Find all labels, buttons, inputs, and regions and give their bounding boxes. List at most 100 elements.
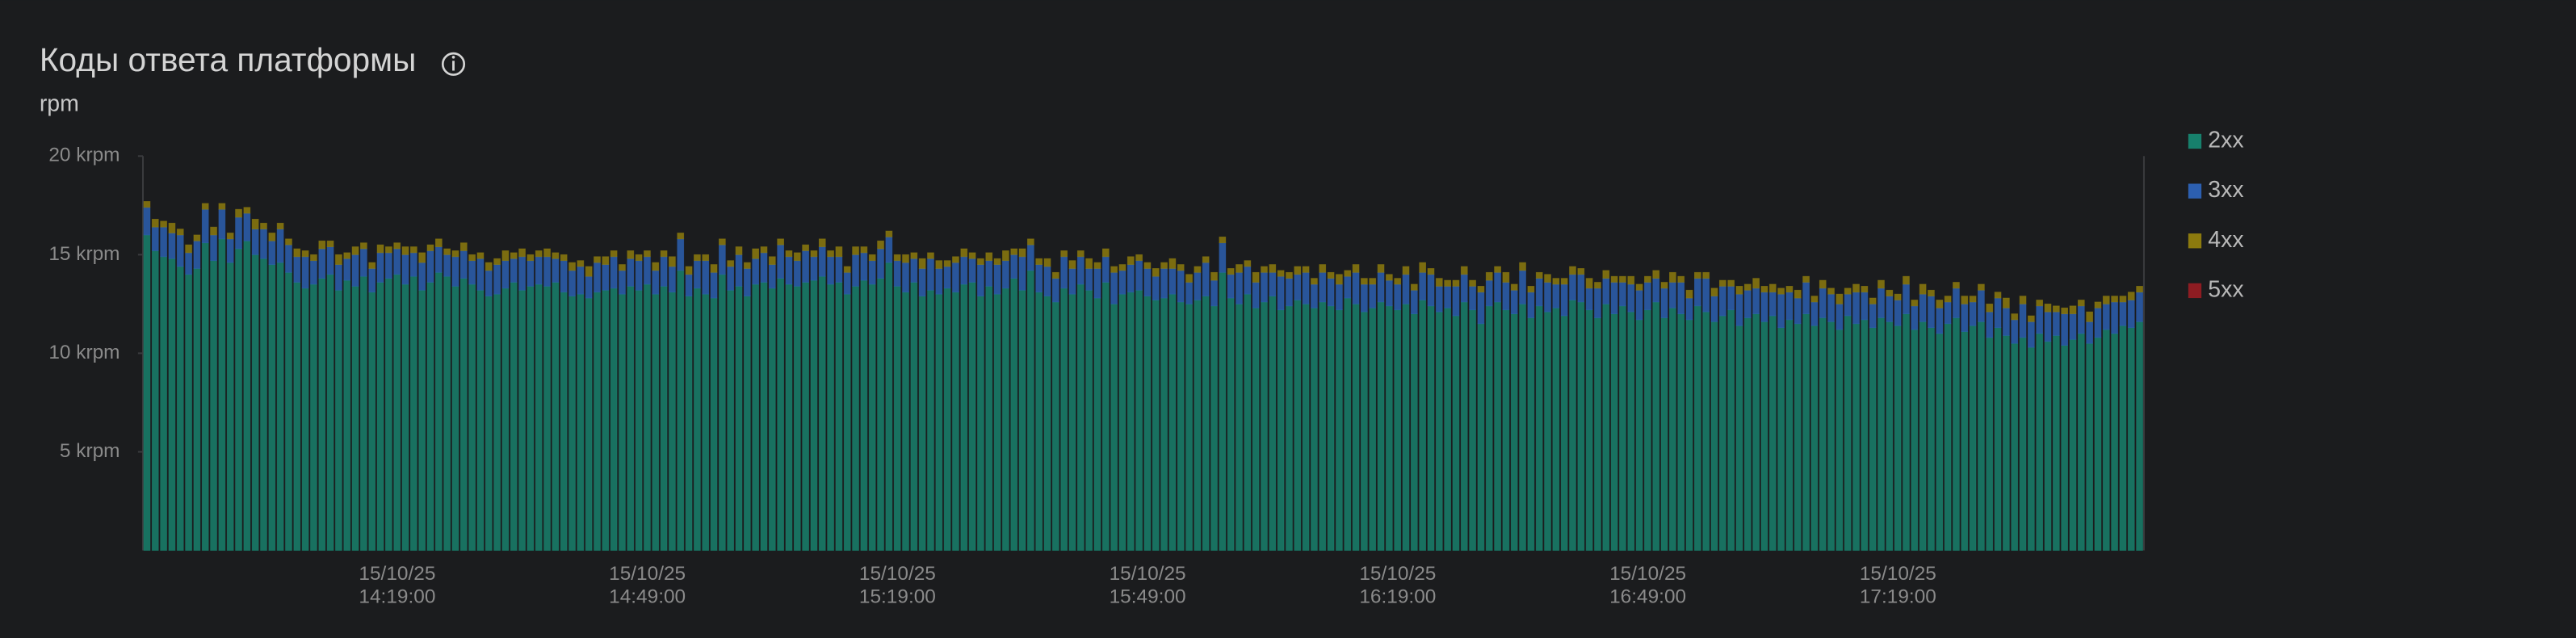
bar-segment: [2111, 333, 2118, 551]
bar-segment: [1477, 292, 1485, 325]
bar-segment: [2052, 311, 2060, 336]
bar-segment: [952, 262, 959, 293]
bar-segment: [1752, 288, 1760, 314]
legend-item[interactable]: 3xx: [2188, 177, 2244, 203]
bar-segment: [669, 266, 676, 293]
bar-segment: [1152, 275, 1160, 300]
bar-segment: [810, 256, 818, 281]
bar-segment: [1194, 271, 1202, 300]
bar-segment: [818, 238, 826, 247]
bar-segment: [2019, 296, 2027, 304]
bar-segment: [2094, 337, 2102, 551]
bar-segment: [401, 254, 409, 285]
bar-segment: [1185, 303, 1193, 551]
bar-segment: [1085, 258, 1093, 269]
bar-segment: [568, 262, 576, 271]
bar-segment: [1277, 309, 1285, 551]
bar-segment: [318, 240, 326, 250]
bar-segment: [1527, 286, 1535, 293]
bar-segment: [1010, 278, 1018, 551]
legend-item[interactable]: 4xx: [2188, 227, 2244, 253]
bar-segment: [910, 252, 918, 259]
bar-segment: [893, 254, 901, 262]
bar-segment: [602, 289, 610, 551]
bar-segment: [793, 252, 801, 262]
bar-segment: [1577, 301, 1585, 551]
bar-segment: [777, 244, 784, 279]
bar-segment: [818, 275, 826, 551]
bar-segment: [1560, 315, 1568, 551]
bar-segment: [1652, 301, 1660, 551]
bar-segment: [610, 256, 618, 289]
bar-segment: [743, 268, 751, 297]
bar-segment: [1660, 317, 1668, 551]
bar-segment: [1602, 270, 1610, 279]
bar-segment: [1252, 271, 1260, 283]
bar-segment: [1027, 244, 1034, 271]
bar-segment: [434, 238, 443, 247]
bar-segment: [810, 250, 818, 258]
legend-swatch: [2188, 283, 2202, 299]
bar-segment: [143, 207, 151, 236]
bar-segment: [1519, 303, 1526, 551]
bar-segment: [619, 264, 626, 271]
bar-segment: [168, 222, 176, 233]
bar-segment: [293, 282, 301, 551]
bar-segment: [1577, 268, 1585, 275]
bar-segment: [1544, 311, 1551, 551]
bar-segment: [1961, 331, 1969, 551]
legend-item[interactable]: 2xx: [2188, 127, 2244, 153]
bar-segment: [1344, 270, 1352, 277]
bar-segment: [326, 274, 334, 551]
bar-segment: [193, 240, 201, 269]
bar-segment: [1969, 301, 1977, 326]
bar-segment: [1535, 305, 1543, 551]
bar-segment: [2127, 300, 2135, 329]
bar-segment: [1894, 293, 1902, 300]
bar-segment: [443, 275, 451, 551]
bar-segment: [1535, 271, 1543, 279]
bar-segment: [2036, 333, 2044, 551]
bar-segment: [1143, 296, 1152, 551]
bar-segment: [318, 278, 326, 551]
bar-segment: [827, 283, 834, 551]
bar-segment: [1286, 305, 1293, 551]
bar-segment: [685, 266, 693, 275]
bar-segment: [852, 254, 859, 287]
bar-segment: [218, 238, 226, 551]
bar-segment: [1777, 293, 1785, 329]
bar-segment: [1311, 283, 1318, 309]
bar-segment: [1819, 317, 1827, 551]
bar-segment: [1903, 283, 1910, 314]
bar-segment: [1978, 283, 1985, 291]
bar-segment: [1385, 274, 1393, 281]
bar-segment: [1302, 271, 1310, 304]
bar-segment: [418, 262, 426, 291]
bar-segment: [968, 258, 976, 283]
bar-segment: [1743, 289, 1752, 318]
bar-segment: [1494, 271, 1501, 303]
bar-segment: [577, 293, 585, 551]
bar-segment: [1252, 282, 1260, 309]
bar-segment: [1444, 286, 1451, 309]
bar-segment: [276, 222, 284, 230]
bar-segment: [1677, 275, 1685, 283]
bar-segment: [1519, 270, 1526, 304]
bar-segment: [927, 289, 934, 551]
legend-item[interactable]: 5xx: [2188, 276, 2244, 302]
info-icon[interactable]: [441, 52, 466, 76]
bar-segment: [1194, 300, 1202, 551]
bar-segment: [1269, 271, 1277, 297]
bar-segment: [1760, 321, 1768, 551]
bar-segment: [702, 260, 710, 295]
bar-segment: [1735, 286, 1743, 295]
bar-segment: [902, 254, 909, 263]
bar-segment: [843, 293, 851, 551]
bar-segment: [243, 240, 251, 551]
bar-segment: [1043, 266, 1051, 297]
bar-segment: [1143, 268, 1152, 297]
bar-segment: [451, 286, 459, 551]
bar-segment: [877, 278, 884, 551]
bar-segment: [535, 256, 543, 285]
bar-segment: [1861, 286, 1869, 293]
